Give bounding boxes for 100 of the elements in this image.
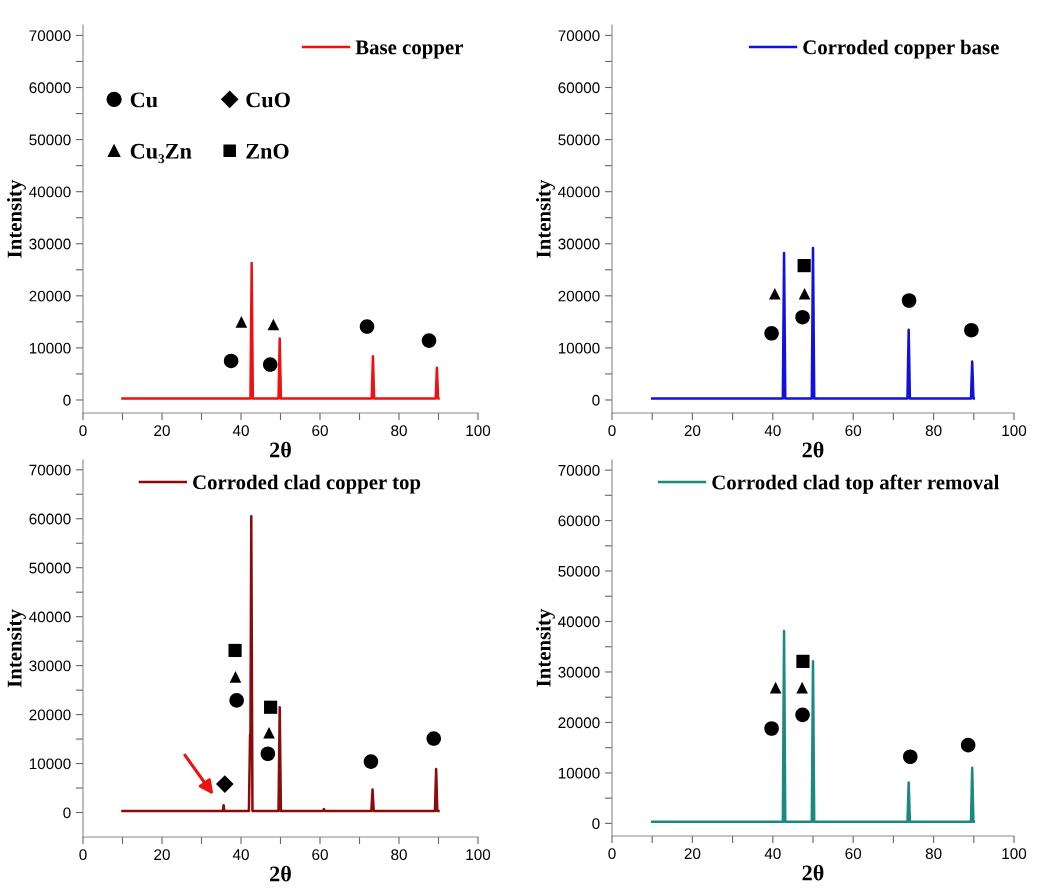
y-tick-label: 10000 (29, 758, 71, 770)
y-tick-label: 30000 (558, 666, 600, 678)
point (421, 333, 437, 348)
y-tick-label: 60000 (558, 515, 600, 527)
legend-label: Corroded clad top after removal (712, 474, 1000, 494)
y-axis-title: Intensity (6, 609, 26, 688)
point (223, 353, 239, 369)
y-tick-label: 0 (63, 807, 71, 819)
y-tick-label: 30000 (558, 238, 600, 250)
y-tick-label: 10000 (29, 342, 71, 354)
y-tick-label: 20000 (558, 717, 600, 729)
point (764, 326, 779, 341)
x-tick-label: 40 (232, 849, 249, 861)
line-series (650, 246, 976, 400)
point (798, 287, 811, 300)
y-tick-label: 40000 (29, 186, 71, 198)
x-tick-label: 20 (154, 849, 170, 861)
y-tick-label: 70000 (29, 464, 71, 476)
point (262, 357, 278, 372)
x-tick-label: 40 (764, 425, 781, 437)
point (795, 309, 810, 325)
y-tick-label: 0 (63, 394, 71, 406)
y-tick-label: 0 (592, 818, 600, 830)
point (229, 693, 244, 708)
x-tick-label: 0 (608, 848, 616, 860)
y-tick-label: 20000 (558, 290, 600, 302)
y-tick-label: 70000 (558, 464, 600, 476)
point (795, 707, 810, 723)
point (764, 721, 779, 736)
legend-label: ZnO (246, 143, 289, 159)
x-tick-label: 80 (925, 848, 942, 860)
x-tick-label: 60 (312, 849, 328, 861)
point (796, 654, 810, 668)
x-axis-title: 2θ (802, 864, 824, 881)
point (901, 293, 917, 308)
point (263, 726, 275, 739)
y-axis-title: Intensity (535, 179, 555, 258)
x-tick-label: 100 (1002, 425, 1027, 437)
point (426, 731, 442, 746)
y-tick-label: 50000 (29, 562, 71, 574)
point (216, 775, 234, 793)
x-tick-label: 60 (845, 848, 862, 860)
y-tick-label: 40000 (558, 186, 600, 198)
x-tick-label: 80 (391, 425, 407, 437)
line-series (121, 515, 440, 813)
legend-label: Base copper (355, 40, 463, 59)
x-tick-label: 0 (79, 849, 87, 861)
legend-label: Cu₃Zn (130, 143, 192, 164)
y-tick-label: 60000 (29, 513, 71, 525)
point (229, 671, 242, 683)
y-tick-label: 70000 (558, 30, 600, 42)
y-tick-label: 50000 (558, 565, 600, 577)
point (359, 319, 375, 334)
point (228, 643, 242, 658)
y-tick-label: 20000 (29, 290, 71, 302)
x-tick-label: 100 (466, 425, 491, 437)
x-tick-label: 60 (312, 425, 328, 437)
y-tick-label: 60000 (29, 82, 71, 94)
point (960, 737, 976, 753)
y-tick-label: 20000 (29, 709, 71, 721)
point (267, 318, 280, 331)
y-tick-label: 0 (592, 394, 600, 406)
y-tick-label: 10000 (558, 342, 600, 354)
x-tick-label: 0 (79, 425, 87, 437)
y-axis-title: Intensity (6, 179, 26, 258)
x-tick-label: 60 (845, 425, 862, 437)
x-tick-label: 40 (764, 848, 781, 860)
x-tick-label: 20 (684, 425, 701, 437)
point (797, 259, 811, 273)
point (363, 754, 379, 769)
point (964, 322, 979, 338)
point (264, 700, 278, 714)
y-tick-label: 70000 (29, 30, 71, 42)
legend-label: Cu (130, 92, 158, 108)
point (769, 287, 781, 300)
point (260, 746, 276, 762)
y-tick-label: 30000 (29, 660, 71, 672)
x-tick-label: 100 (466, 849, 491, 861)
y-tick-label: 40000 (29, 611, 71, 623)
y-tick-label: 10000 (558, 767, 600, 779)
x-tick-label: 40 (232, 425, 249, 437)
x-tick-label: 20 (684, 848, 701, 860)
y-tick-label: 40000 (558, 616, 600, 628)
y-tick-label: 30000 (29, 238, 71, 250)
x-tick-label: 80 (391, 849, 407, 861)
x-axis-title: 2θ (270, 865, 291, 882)
x-tick-label: 0 (608, 425, 616, 437)
y-axis-title: Intensity (535, 608, 555, 687)
legend-label: Corroded clad copper top (193, 474, 421, 494)
legend-label: Corroded copper base (803, 39, 999, 59)
legend-label: CuO (246, 92, 290, 108)
line-series (121, 261, 440, 400)
x-tick-label: 80 (925, 425, 942, 437)
line-series (650, 629, 976, 824)
x-tick-label: 100 (1002, 848, 1027, 860)
x-tick-label: 20 (154, 425, 170, 437)
point (903, 749, 918, 765)
x-axis-title: 2θ (802, 441, 824, 458)
y-tick-label: 50000 (29, 134, 71, 146)
y-tick-label: 60000 (558, 82, 600, 94)
